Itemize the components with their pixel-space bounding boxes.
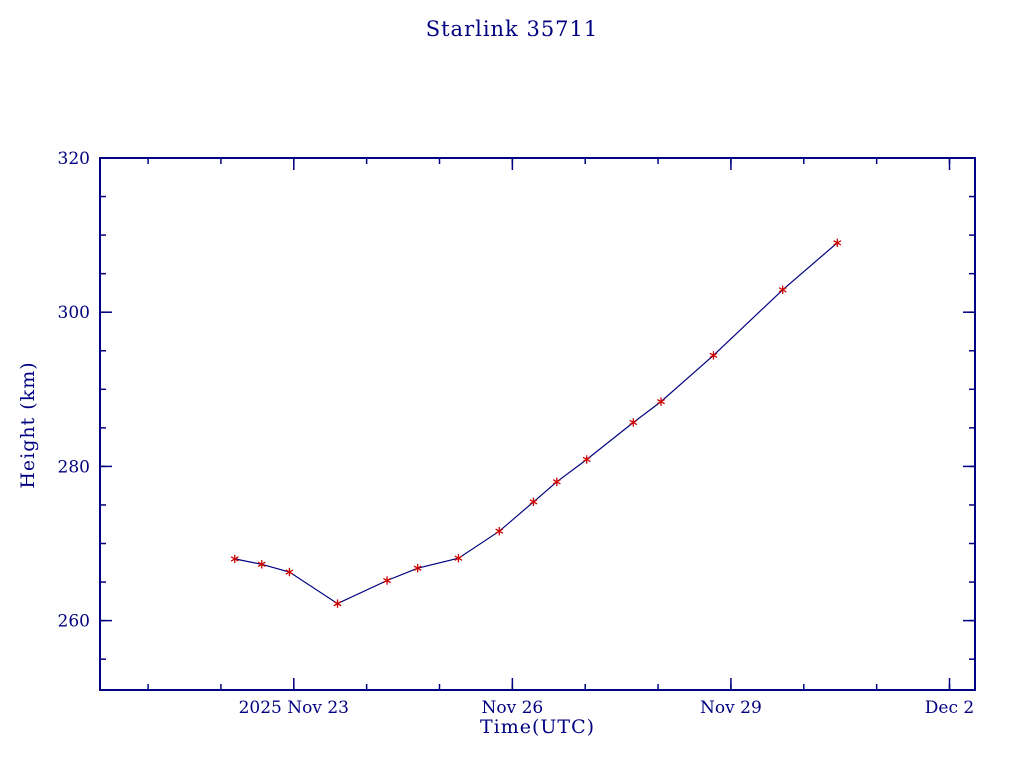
axis-ticks [100, 158, 975, 690]
plot-frame [99, 157, 976, 691]
data-point-marker [552, 477, 561, 487]
data-point-marker [833, 238, 842, 248]
data-point-marker [657, 397, 665, 406]
x-tick-label: 2025 Nov 23 [239, 698, 349, 718]
y-tick-label: 280 [58, 457, 90, 477]
data-point-marker [582, 455, 591, 464]
tick-labels: 2025 Nov 23 Nov 26 Nov 29 Dec 2 260 280 300 320 [58, 149, 975, 718]
data-point-marker [495, 526, 504, 536]
data-point-marker [230, 554, 239, 564]
data-point-marker [413, 563, 422, 573]
y-tick-label: 260 [58, 612, 90, 632]
data-point-marker [285, 567, 294, 577]
data-point-marker [383, 576, 392, 585]
x-tick-label: Nov 29 [700, 698, 762, 718]
x-axis-label: Time(UTC) [479, 716, 596, 738]
chart-title: Starlink 35711 [425, 17, 599, 41]
y-tick-label: 300 [58, 303, 90, 323]
x-tick-label: Dec 2 [925, 698, 974, 718]
data-point-marker [454, 553, 463, 563]
data-point-marker [257, 560, 266, 569]
x-tick-label: Nov 26 [481, 698, 543, 718]
data-point-marker [529, 497, 538, 507]
height-series-line [234, 242, 838, 605]
y-tick-label: 320 [58, 149, 90, 169]
data-point-marker [778, 285, 787, 295]
data-point-marker [709, 351, 718, 360]
data-point-markers [230, 238, 842, 608]
data-point-marker [333, 599, 342, 608]
data-point-marker [629, 418, 638, 427]
